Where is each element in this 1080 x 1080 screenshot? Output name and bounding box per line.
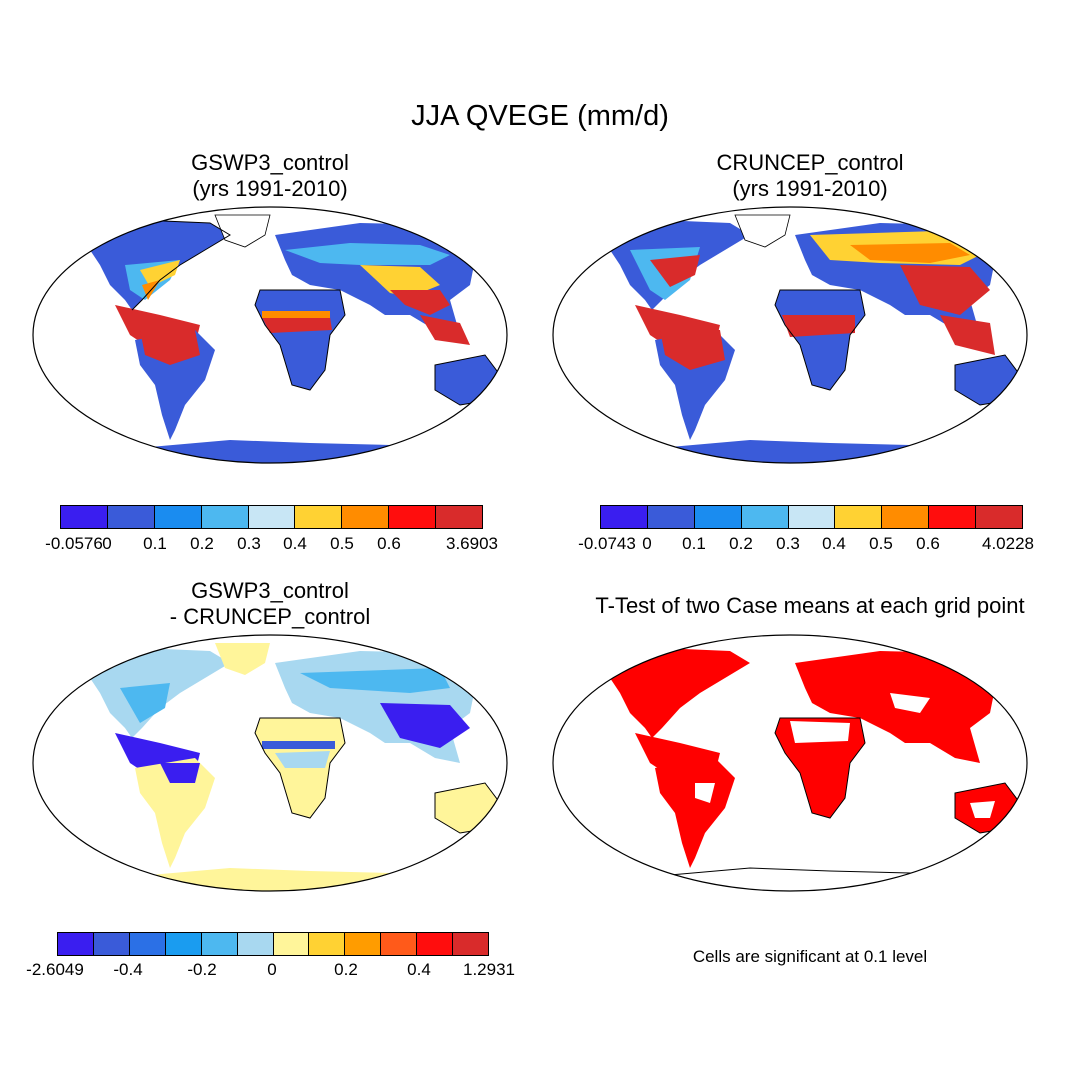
colorbar-difference: [57, 932, 489, 956]
colorbar-swatch: [694, 506, 742, 528]
colorbar-label: 4.0228: [982, 534, 1034, 553]
colorbar-swatch: [436, 506, 483, 528]
panel-title-line1: GSWP3_control: [191, 150, 349, 175]
figure-title: JJA QVEGE (mm/d): [411, 100, 669, 132]
colorbar-label: -0.0576: [45, 534, 103, 553]
colorbar-swatch: [929, 506, 977, 528]
map-difference: [32, 634, 508, 892]
colorbar-label: -0.0743: [578, 534, 636, 553]
colorbar-swatch: [453, 933, 489, 955]
colorbar-swatch: [248, 506, 296, 528]
colorbar-swatch: [58, 933, 94, 955]
colorbar-label: 0.2: [334, 960, 358, 979]
colorbar-swatch: [345, 933, 382, 955]
panel-title-line2: (yrs 1991-2010): [732, 176, 888, 201]
colorbar-swatch: [201, 933, 238, 955]
colorbar-label: 0.5: [330, 534, 354, 553]
colorbar-swatch: [273, 933, 310, 955]
colorbar-swatch: [976, 506, 1023, 528]
panel-title-line2: - CRUNCEP_control: [169, 604, 371, 629]
colorbar-swatch: [342, 506, 390, 528]
panel-title-top-left: GSWP3_control (yrs 1991-2010): [120, 150, 420, 202]
panel-title-bottom-right: T-Test of two Case means at each grid po…: [540, 593, 1080, 619]
colorbar-label: 0.4: [407, 960, 431, 979]
panel-title-line1: GSWP3_control: [191, 578, 349, 603]
colorbar-swatch: [237, 933, 274, 955]
colorbar-label: -0.2: [187, 960, 217, 979]
colorbar-swatch: [107, 506, 155, 528]
map-border: [32, 206, 508, 464]
colorbar-label: 0.4: [283, 534, 307, 553]
map-cruncep: [552, 206, 1028, 464]
colorbar-label: 0.5: [869, 534, 893, 553]
colorbar-swatch: [788, 506, 836, 528]
colorbar-swatch: [741, 506, 789, 528]
panel-title-top-right: CRUNCEP_control (yrs 1991-2010): [660, 150, 960, 202]
panel-title-line1: CRUNCEP_control: [716, 150, 904, 175]
colorbar-label: 0: [642, 534, 652, 553]
panel-title-line2: (yrs 1991-2010): [192, 176, 348, 201]
colorbar-label: 0: [267, 960, 277, 979]
colorbar-swatch: [295, 506, 343, 528]
colorbar-label: -2.6049: [26, 960, 84, 979]
colorbar-swatch: [61, 506, 108, 528]
colorbar-swatch: [154, 506, 202, 528]
colorbar-swatch: [201, 506, 249, 528]
colorbar-label: 0.6: [916, 534, 940, 553]
colorbar-gswp3: [60, 505, 483, 529]
colorbar-label: 0.4: [822, 534, 846, 553]
colorbar-swatch: [381, 933, 418, 955]
colorbar-swatch: [417, 933, 454, 955]
colorbar-swatch: [389, 506, 437, 528]
colorbar-label: 0: [102, 534, 112, 553]
colorbar-label: 0.2: [729, 534, 753, 553]
colorbar-label: 0.1: [682, 534, 706, 553]
colorbar-swatch: [93, 933, 130, 955]
colorbar-swatch: [309, 933, 346, 955]
panel-title-bottom-left: GSWP3_control - CRUNCEP_control: [120, 578, 420, 630]
colorbar-label: 0.3: [776, 534, 800, 553]
colorbar-label: 0.1: [143, 534, 167, 553]
colorbar-label: 0.2: [190, 534, 214, 553]
colorbar-label: 0.6: [377, 534, 401, 553]
significance-note: Cells are significant at 0.1 level: [692, 947, 928, 966]
greenland-land: [214, 214, 271, 248]
colorbar-swatch: [835, 506, 883, 528]
colorbar-swatch: [647, 506, 695, 528]
colorbar-swatch: [601, 506, 648, 528]
colorbar-label: 0.3: [237, 534, 261, 553]
map-ttest: [552, 634, 1028, 892]
colorbar-cruncep: [600, 505, 1023, 529]
colorbar-label: 3.6903: [446, 534, 498, 553]
colorbar-swatch: [882, 506, 930, 528]
map-gswp3: [32, 206, 508, 464]
colorbar-swatch: [129, 933, 166, 955]
colorbar-swatch: [165, 933, 202, 955]
panel-title-line1: T-Test of two Case means at each grid po…: [595, 593, 1025, 618]
colorbar-label: -0.4: [113, 960, 143, 979]
colorbar-label: 1.2931: [463, 960, 515, 979]
